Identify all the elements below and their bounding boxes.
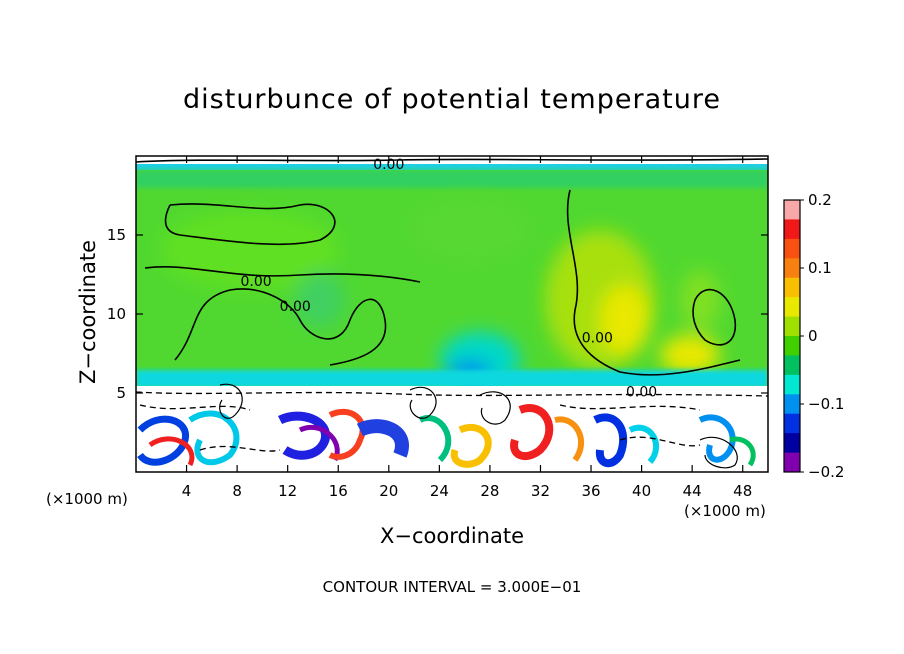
contour-interval-footer: CONTOUR INTERVAL = 3.000E−01 bbox=[322, 578, 582, 596]
colorbar-swatch bbox=[784, 297, 800, 318]
x-tick-label: 16 bbox=[329, 482, 348, 500]
x-tick-label: 40 bbox=[632, 482, 651, 500]
contour-label: 0.00 bbox=[582, 331, 613, 347]
colorbar bbox=[783, 199, 801, 473]
y-tick-label: 10 bbox=[107, 305, 126, 323]
colorbar-swatch bbox=[784, 394, 800, 415]
inversion-cyan-band bbox=[136, 370, 768, 388]
y-axis-ticks: 5 10 15 bbox=[107, 226, 768, 402]
x-axis-label: X−coordinate bbox=[380, 524, 524, 548]
x-axis-ticks: 4 8 12 16 20 24 28 32 36 40 44 48 bbox=[182, 156, 752, 500]
y-tick-label: 5 bbox=[116, 384, 126, 402]
x-tick-label: 12 bbox=[278, 482, 297, 500]
x-tick-label: 44 bbox=[683, 482, 702, 500]
colorbar-swatch bbox=[784, 452, 800, 473]
colorbar-ticks: 0.2 0.1 0 −0.1 −0.2 bbox=[800, 191, 844, 481]
x-tick-label: 28 bbox=[480, 482, 499, 500]
colorbar-swatch bbox=[784, 355, 800, 376]
colorbar-swatch bbox=[784, 316, 800, 337]
contour-label: 0.00 bbox=[373, 157, 404, 173]
top-cyan-band bbox=[136, 164, 768, 170]
colorbar-swatch bbox=[784, 336, 800, 356]
x-tick-label: 24 bbox=[430, 482, 449, 500]
colorbar-swatch bbox=[784, 200, 800, 220]
x-tick-label: 36 bbox=[581, 482, 600, 500]
x-tick-label: 8 bbox=[232, 482, 242, 500]
colorbar-tick-label: 0.2 bbox=[808, 191, 832, 209]
colorbar-swatch bbox=[784, 219, 800, 240]
colorbar-tick-label: 0.1 bbox=[808, 259, 832, 277]
colorbar-swatch bbox=[784, 258, 800, 279]
colorbar-swatch bbox=[784, 433, 800, 454]
x-unit-label-right: (×1000 m) bbox=[684, 502, 766, 520]
colorbar-swatch bbox=[784, 374, 800, 395]
contour-label-layer: 0.00 0.00 0.00 0.00 0.00 bbox=[240, 157, 657, 401]
contour-label: 0.00 bbox=[626, 384, 657, 400]
colorbar-swatch bbox=[784, 413, 800, 434]
chart-title: disturbunce of potential temperature bbox=[183, 84, 721, 115]
top-green-band bbox=[136, 170, 768, 188]
contour-lines bbox=[136, 158, 768, 376]
colorbar-tick-label: −0.2 bbox=[808, 463, 844, 481]
contour-label: 0.00 bbox=[240, 274, 271, 290]
y-tick-label: 15 bbox=[107, 226, 126, 244]
colorbar-tick-label: 0 bbox=[808, 327, 818, 345]
x-tick-label: 4 bbox=[182, 482, 192, 500]
x-tick-label: 48 bbox=[733, 482, 752, 500]
x-tick-label: 32 bbox=[531, 482, 550, 500]
turbulent-contours bbox=[219, 383, 738, 469]
field-layer bbox=[136, 156, 768, 472]
x-unit-label-left: (×1000 m) bbox=[46, 490, 128, 508]
x-tick-label: 20 bbox=[379, 482, 398, 500]
colorbar-swatch bbox=[784, 238, 800, 259]
colorbar-tick-label: −0.1 bbox=[808, 395, 844, 413]
colorbar-swatch bbox=[784, 277, 800, 298]
contour-label: 0.00 bbox=[280, 299, 311, 315]
